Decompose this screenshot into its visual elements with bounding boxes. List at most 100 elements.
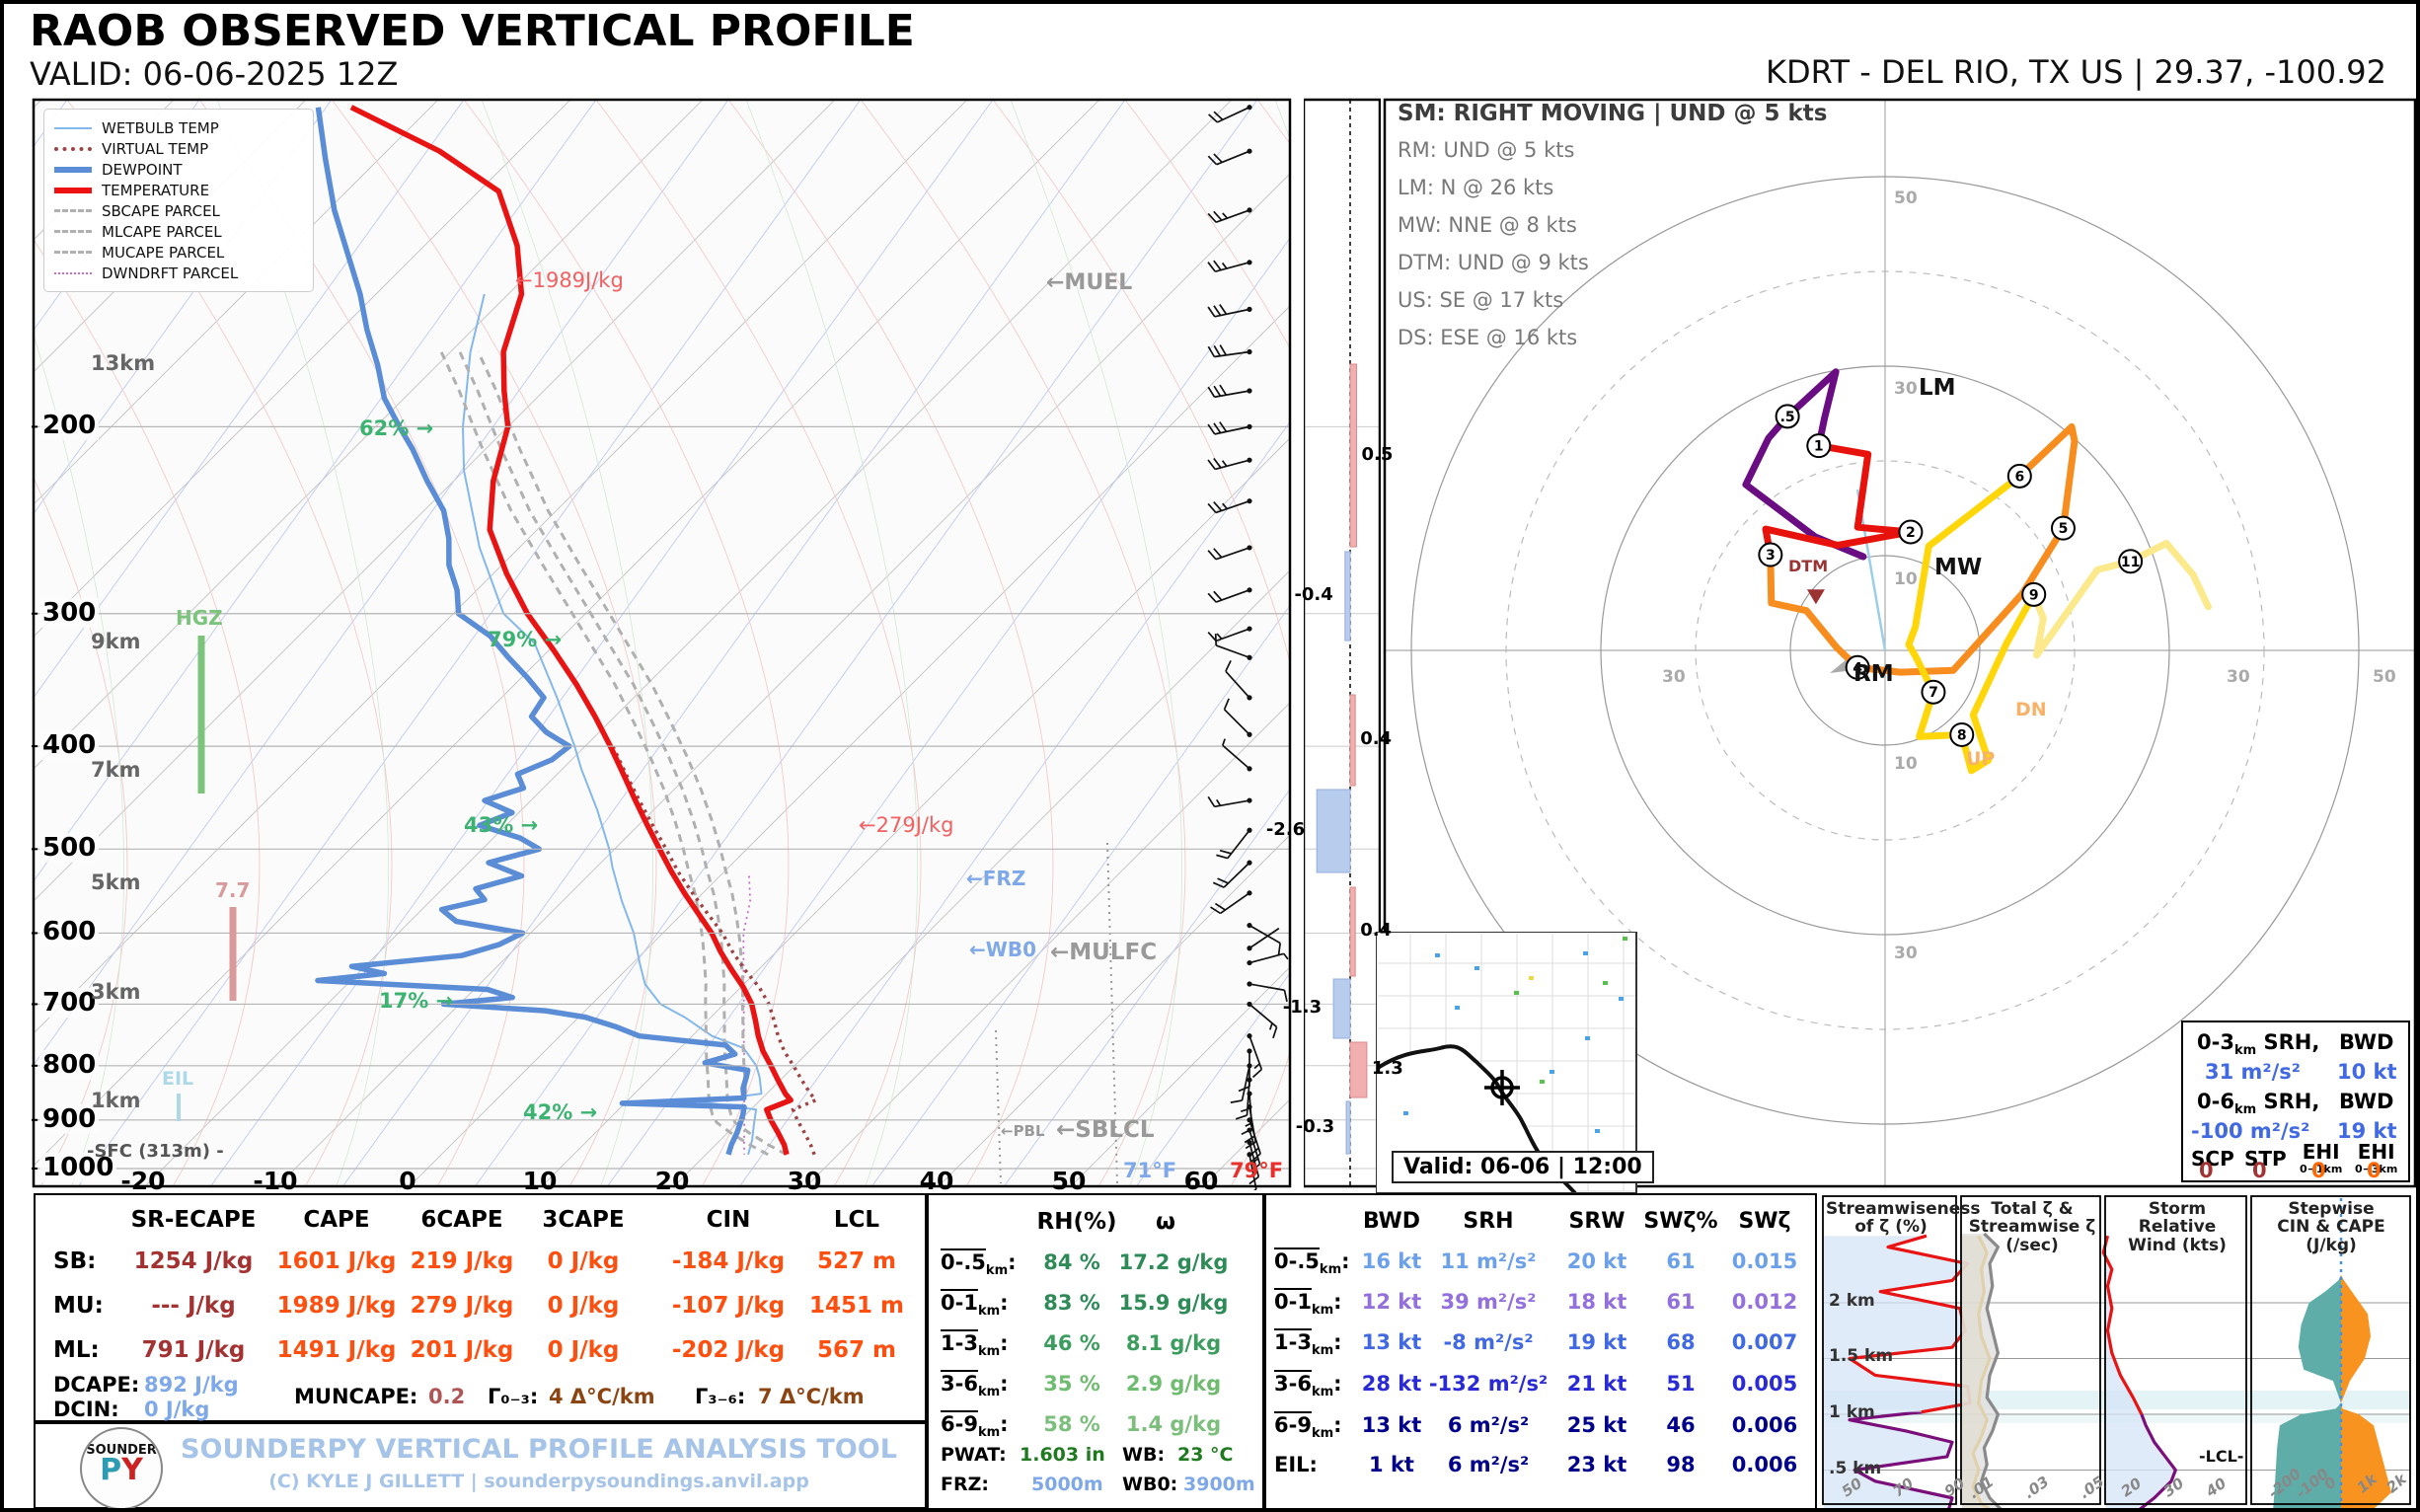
legend-label: TEMPERATURE: [102, 181, 210, 199]
stp-label: STP: [2244, 1147, 2287, 1171]
height-label: 9km: [91, 630, 141, 653]
storm-motion-line: MW: NNE @ 8 kts: [1398, 213, 1577, 237]
kinematics-value: 51: [1666, 1372, 1696, 1396]
kinematics-value: 0.015: [1731, 1249, 1798, 1273]
thermo-value: 279 J/kg: [410, 1293, 514, 1319]
cape-annotation: ←279J/kg: [859, 813, 954, 837]
kinematics-value: 13 kt: [1361, 1330, 1422, 1354]
pressure-tick: 400: [39, 730, 100, 761]
kinematics-header: SWζ: [1738, 1209, 1791, 1234]
legend-swatch-dashed: [54, 251, 92, 254]
bwd6-title: BWD: [2339, 1090, 2394, 1113]
panel-title-srw: Storm Relative Wind (kts): [2128, 1199, 2227, 1255]
kinematics-header: SWζ%: [1643, 1209, 1718, 1234]
panel-km-label: 2 km: [1829, 1291, 1875, 1311]
mixing-ratio-value: 2.9 g/kg: [1125, 1372, 1222, 1396]
hodo-dtm-label: DTM: [1788, 557, 1829, 575]
panel-km-label: 1.5 km: [1829, 1346, 1894, 1366]
kinematics-value: 39 m²/s²: [1440, 1290, 1537, 1314]
svg-text:.5: .5: [1780, 410, 1795, 425]
kinematics-value: 61: [1666, 1290, 1696, 1314]
mixing-ratio-value: 8.1 g/kg: [1125, 1331, 1222, 1355]
svg-text:7: 7: [1928, 685, 1938, 701]
rh-row-label: 3-6km:: [941, 1372, 1009, 1400]
panel-lcl-label: -LCL-: [2199, 1447, 2244, 1466]
omega-header: ω: [1156, 1209, 1175, 1235]
thermo-header: CIN: [706, 1207, 751, 1233]
kinematics-row-label: EIL:: [1274, 1453, 1318, 1476]
storm-motion-line: US: SE @ 17 kts: [1398, 288, 1564, 312]
srh6-value: -100 m²/s²: [2191, 1119, 2310, 1143]
rh-row-label: 0-.5km:: [941, 1250, 1017, 1279]
rh-value: 35 %: [1043, 1372, 1100, 1396]
bwd3-value: 10 kt: [2337, 1060, 2397, 1084]
pressure-tick: 300: [39, 597, 100, 628]
kinematics-value: 46: [1666, 1413, 1696, 1437]
thermo-header: 6CAPE: [420, 1207, 503, 1233]
kinematics-row-label: 6-9km:: [1274, 1413, 1342, 1442]
legend-swatch-thick: [54, 166, 92, 173]
kinematics-value: 61: [1666, 1249, 1696, 1273]
pressure-tick: 800: [39, 1049, 100, 1080]
footer: SOUNDER PY SOUNDERPY VERTICAL PROFILE AN…: [34, 1422, 927, 1508]
legend-swatch-dashed: [54, 209, 92, 212]
panel-km-label: 1 km: [1829, 1402, 1875, 1422]
legend-item: MUCAPE PARCEL: [54, 242, 303, 263]
height-label: 1km: [91, 1089, 141, 1112]
kinematics-value: 68: [1666, 1330, 1696, 1354]
temp-tick: 60: [1183, 1167, 1219, 1195]
omega-value: -1.3: [1282, 997, 1323, 1018]
panel-km-label: .5 km: [1829, 1459, 1882, 1478]
footer-credit: (C) KYLE J GILLETT | sounderpysoundings.…: [268, 1471, 809, 1492]
legend-label: MLCAPE PARCEL: [102, 222, 222, 241]
rh-layer-label: 42% →: [523, 1100, 598, 1124]
thermo-value: 567 m: [817, 1337, 896, 1363]
kinematics-row-label: 3-6km:: [1274, 1372, 1342, 1400]
thermo-header: 3CAPE: [542, 1207, 625, 1233]
pwat-label: PWAT:: [941, 1444, 1007, 1466]
legend-item: SBCAPE PARCEL: [54, 200, 303, 221]
rh-layer-label: 17% →: [379, 989, 454, 1013]
mini-panels: [1822, 1195, 2411, 1508]
map-inset: [1376, 932, 1637, 1195]
thermo-value: -202 J/kg: [671, 1337, 786, 1363]
hodo-rm-label: RM: [1853, 661, 1894, 687]
legend-swatch-thin: [54, 126, 92, 129]
svg-text:11: 11: [2121, 555, 2140, 570]
temp-tick: 50: [1051, 1167, 1087, 1195]
mixing-ratio-value: 1.4 g/kg: [1125, 1412, 1222, 1436]
sounderpy-logo: SOUNDER PY: [80, 1427, 163, 1508]
kinematics-value: 0.006: [1731, 1413, 1798, 1437]
frz-value: 5000m: [1031, 1474, 1103, 1495]
scp-label: SCP: [2191, 1147, 2234, 1171]
scp-value: 0: [2199, 1159, 2214, 1182]
kinematics-value: 0.006: [1731, 1453, 1798, 1476]
temp-tick: -20: [120, 1167, 166, 1195]
hodo-ring-label: 50: [2373, 667, 2396, 687]
wb0-label: ←WB0: [969, 938, 1036, 961]
thermo-value: 0 J/kg: [547, 1337, 620, 1363]
kinematics-row-label: 1-3km:: [1274, 1330, 1342, 1359]
pressure-tick: 900: [39, 1103, 100, 1134]
svg-text:6: 6: [2014, 469, 2024, 485]
legend-item: TEMPERATURE: [54, 180, 303, 200]
lapse-3-6-label: Γ₃₋₆:: [695, 1385, 746, 1408]
lapse-3-6-value: 7 Δ°C/km: [758, 1385, 865, 1408]
muel-label: ←MUEL: [1046, 270, 1133, 295]
kinematics-value: 12 kt: [1361, 1290, 1422, 1314]
rh-value: 58 %: [1043, 1412, 1100, 1436]
ehi1-value: 0: [2311, 1159, 2326, 1182]
svg-text:1: 1: [1814, 439, 1824, 455]
kinematics-value: 11 m²/s²: [1440, 1249, 1537, 1273]
legend-swatch-dashed: [54, 230, 92, 233]
temp-tick: 30: [787, 1167, 822, 1195]
thermo-value: 1254 J/kg: [133, 1248, 254, 1274]
srh6-title: 0-6km SRH,: [2197, 1090, 2320, 1118]
thermo-header: SR-ECAPE: [130, 1207, 257, 1233]
kinematics-value: 21 kt: [1566, 1372, 1627, 1396]
temp-tick: -10: [253, 1167, 298, 1195]
valid-time: VALID: 06-06-2025 12Z: [30, 55, 399, 93]
temp-tick: 20: [654, 1167, 690, 1195]
storm-motion-line: SM: RIGHT MOVING | UND @ 5 kts: [1398, 101, 1828, 126]
pressure-tick: 200: [39, 411, 100, 441]
